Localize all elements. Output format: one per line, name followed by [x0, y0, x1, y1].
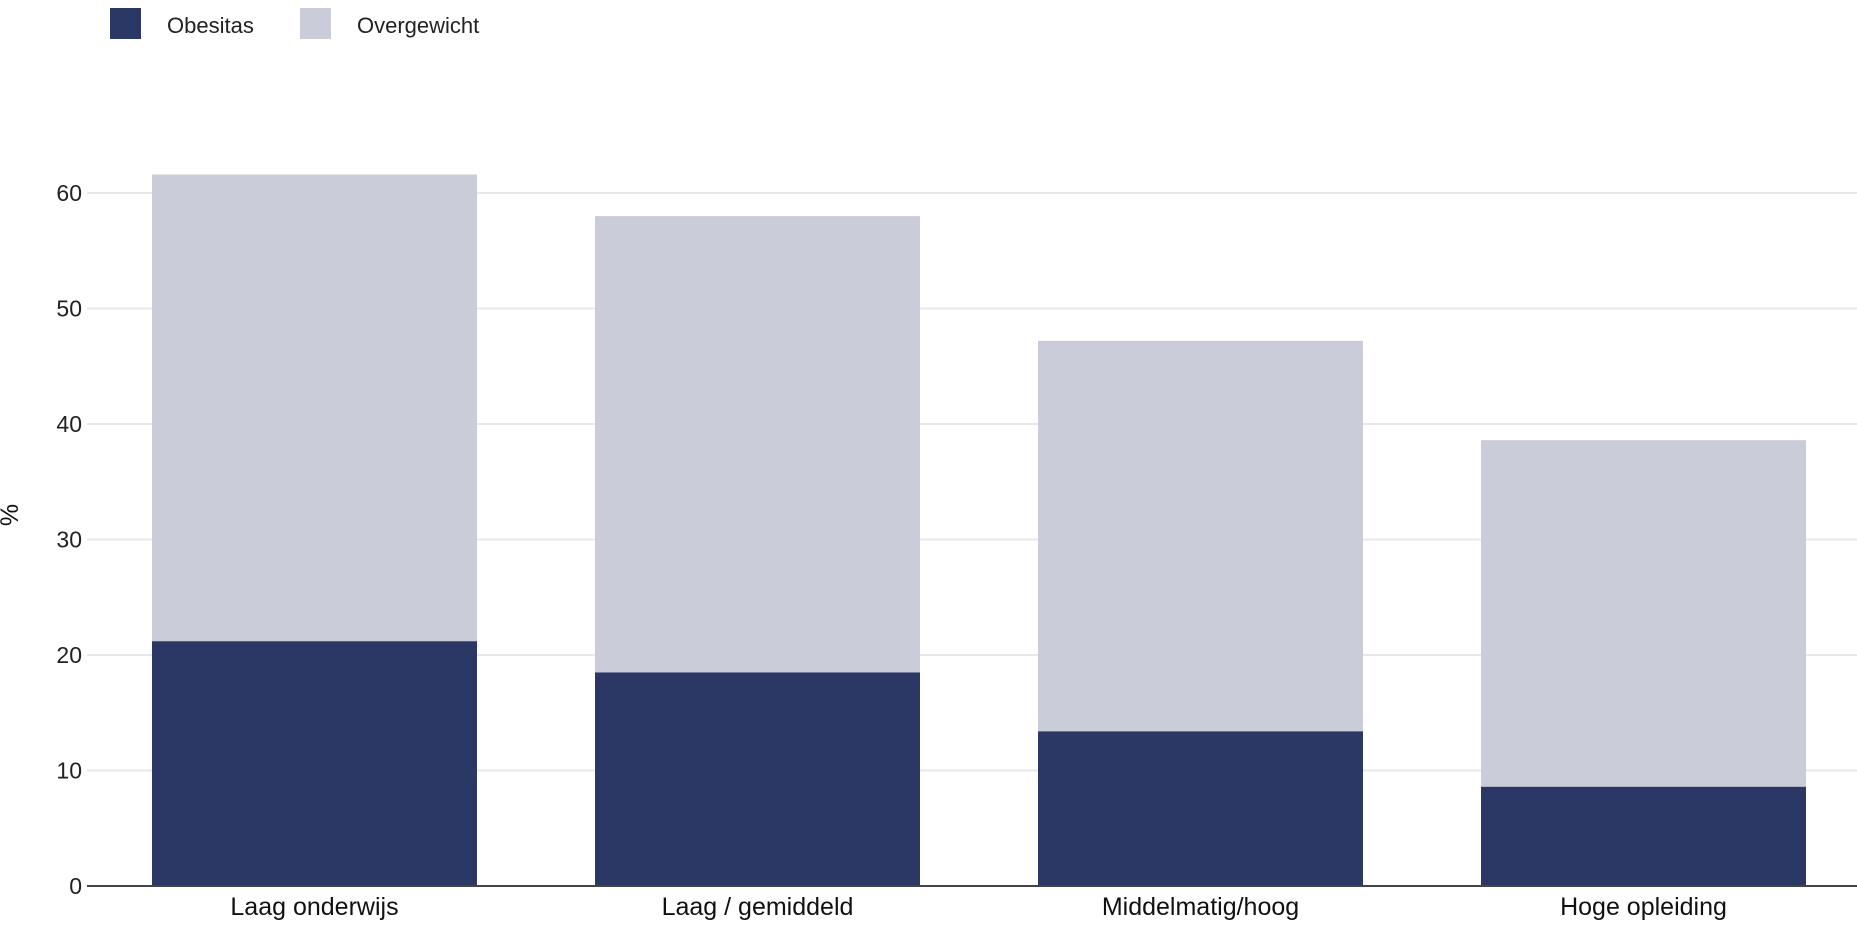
x-tick-label-1: Laag / gemiddeld: [662, 893, 854, 921]
x-tick-label-2: Middelmatig/hoog: [1102, 893, 1299, 921]
x-axis-labels: Laag onderwijs Laag / gemiddeld Middelmati…: [230, 893, 1726, 921]
y-tick-label-60: 60: [56, 180, 82, 206]
y-tick-label-30: 30: [56, 527, 82, 553]
legend-swatch-1: [300, 8, 331, 39]
legend-label-1: Overgewicht: [357, 13, 479, 38]
bar-overgewicht-0: [152, 174, 477, 642]
legend-swatch-0: [110, 8, 141, 39]
bars: [152, 174, 1806, 886]
bar-obesitas-0: [152, 641, 477, 886]
bar-obesitas-1: [595, 672, 920, 886]
y-tick-label-40: 40: [56, 411, 82, 437]
y-axis-title: %: [0, 504, 24, 526]
y-tick-label-0: 0: [69, 873, 82, 899]
x-tick-label-0: Laag onderwijs: [230, 893, 398, 921]
legend-label-0: Obesitas: [167, 13, 254, 38]
y-axis-ticks: 0 10 20 30 40 50 60: [56, 180, 82, 899]
bar-overgewicht-2: [1038, 340, 1363, 732]
bar-overgewicht-3: [1481, 440, 1806, 787]
bar-obesitas-2: [1038, 731, 1363, 886]
legend: Obesitas Overgewicht: [110, 8, 479, 39]
y-tick-label-10: 10: [56, 758, 82, 784]
bar-obesitas-3: [1481, 786, 1806, 886]
x-tick-label-3: Hoge opleiding: [1560, 893, 1727, 921]
y-tick-label-20: 20: [56, 642, 82, 668]
bar-overgewicht-1: [595, 216, 920, 673]
y-tick-label-50: 50: [56, 296, 82, 322]
